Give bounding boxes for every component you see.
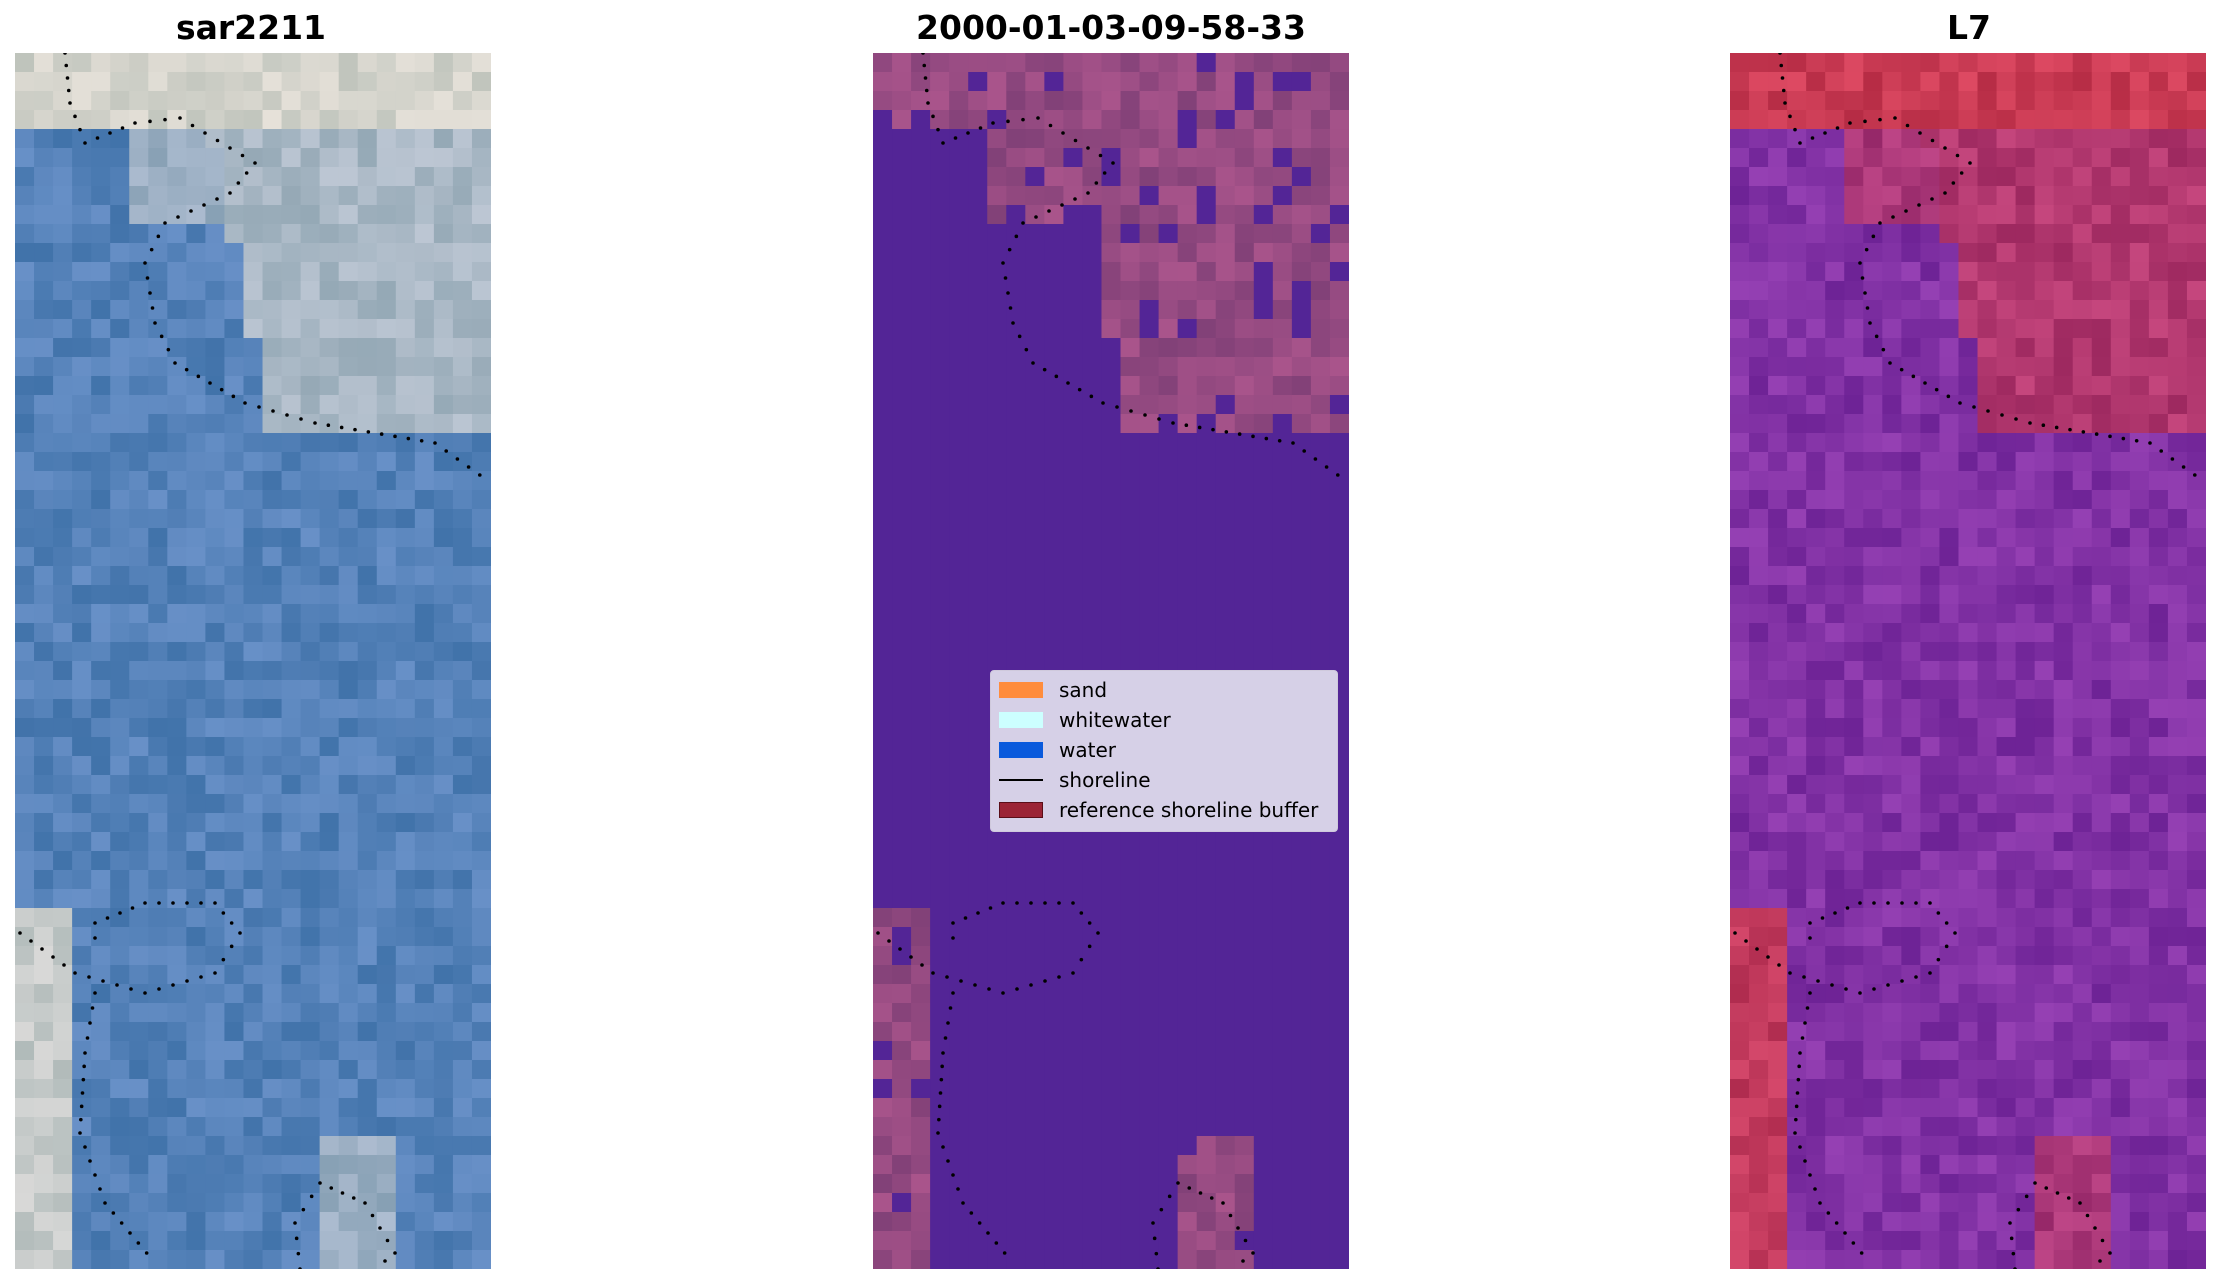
shoreline-dots [18,53,482,1269]
legend: sand whitewater water shoreline referenc… [990,670,1338,832]
buffer-swatch [999,802,1043,818]
water-swatch [999,742,1043,758]
image-panel-rgb [15,53,491,1269]
shoreline-line-swatch [999,779,1043,781]
panel-title-center: 2000-01-03-09-58-33 [916,8,1306,47]
legend-label: water [1059,738,1116,762]
whitewater-swatch [999,712,1043,728]
sand-swatch [999,682,1043,698]
mndwi-image [1730,53,2206,1269]
panel-title-right: L7 [1947,8,1991,47]
legend-label: reference shoreline buffer [1059,798,1319,822]
image-panel-classification [873,53,1349,1269]
legend-label: whitewater [1059,708,1171,732]
shoreline-dots [876,53,1340,1269]
legend-item-water: water [999,735,1116,765]
shoreline-dots [1733,53,2197,1269]
legend-label: shoreline [1059,768,1151,792]
legend-item-buffer: reference shoreline buffer [999,795,1318,825]
rgb-image [15,53,491,1269]
legend-item-shoreline: shoreline [999,765,1151,795]
legend-item-sand: sand [999,675,1107,705]
image-panel-mndwi [1730,53,2206,1269]
classification-image [873,53,1349,1269]
legend-item-whitewater: whitewater [999,705,1171,735]
panel-title-left: sar2211 [175,8,327,47]
legend-label: sand [1059,678,1108,702]
